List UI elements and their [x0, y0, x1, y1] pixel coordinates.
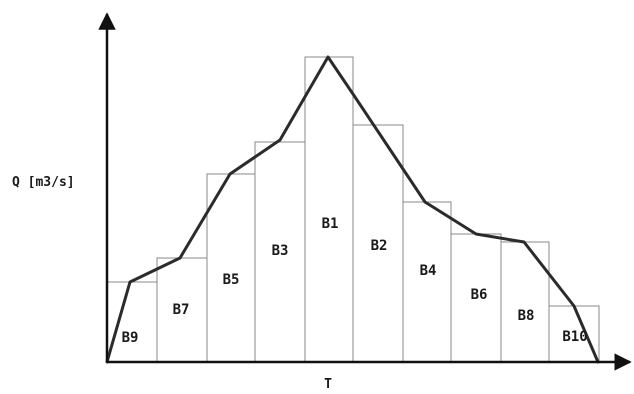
- bar-label-b6: B6: [471, 287, 488, 303]
- bar-label-b5: B5: [223, 272, 240, 288]
- y-axis-label: Q [m3/s]: [12, 175, 75, 190]
- bar-b9: [106, 281, 158, 363]
- bar-labels-group: B9 B7 B5 B3 B1 B2 B4 B6 B8 B10: [122, 216, 588, 346]
- x-axis-label: T: [324, 377, 332, 392]
- bar-label-b10: B10: [562, 329, 587, 345]
- bar-b4: [402, 201, 452, 363]
- bar-b8: [500, 241, 550, 363]
- bar-label-b1: B1: [322, 216, 339, 232]
- bar-b1: [304, 56, 354, 363]
- bar-label-b7: B7: [173, 302, 190, 318]
- bar-label-b2: B2: [371, 238, 388, 254]
- hydrograph-curve: [105, 55, 600, 364]
- bar-label-b4: B4: [420, 263, 437, 279]
- bar-label-b3: B3: [272, 243, 289, 259]
- bar-label-b8: B8: [518, 308, 535, 324]
- bar-label-b9: B9: [122, 330, 139, 346]
